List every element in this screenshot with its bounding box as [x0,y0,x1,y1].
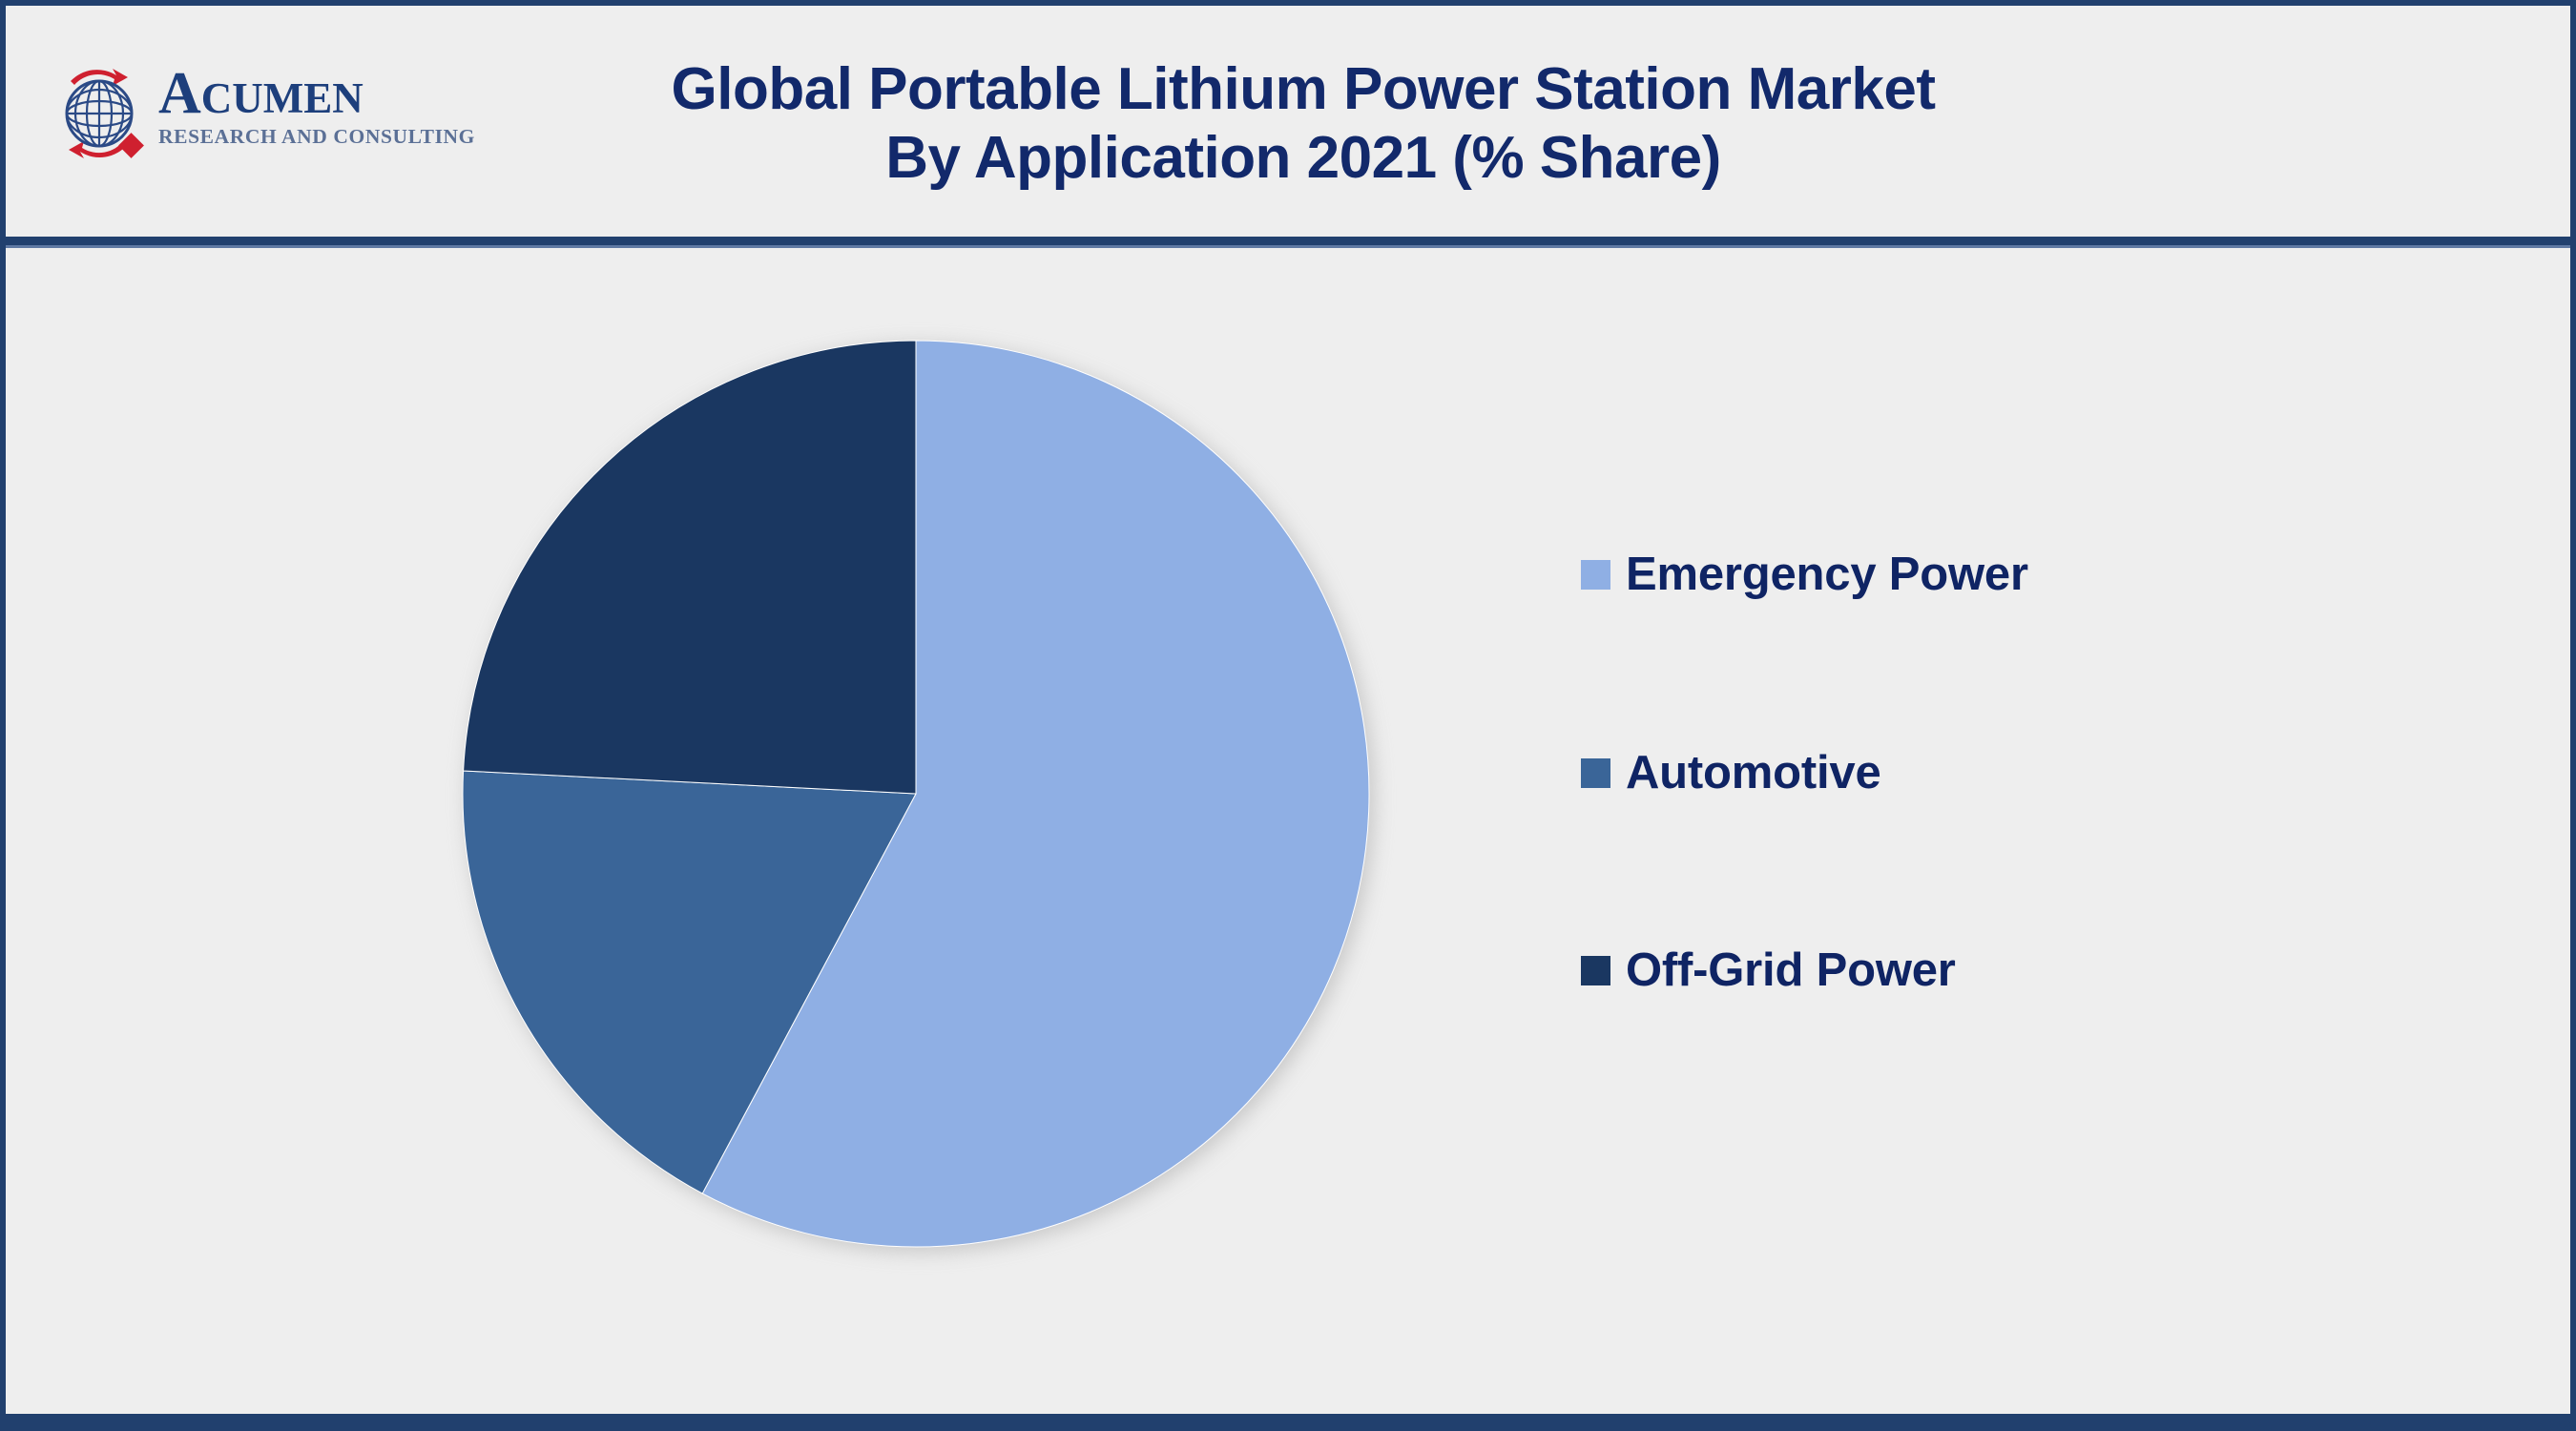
logo-word: ACUMEN [158,64,435,123]
legend-swatch-icon-automotive [1581,758,1610,788]
legend-item-automotive[interactable]: Automotive [1581,750,1881,797]
header-divider [6,237,2570,248]
acumen-wordmark: ACUMEN RESEARCH AND CONSULTING [158,64,475,148]
legend-item-emergency-power[interactable]: Emergency Power [1581,551,2028,598]
header-bar: ACUMEN RESEARCH AND CONSULTING Global Po… [6,6,2570,237]
logo-tagline: RESEARCH AND CONSULTING [158,125,475,148]
legend-swatch-icon-off-grid-power [1581,956,1610,985]
legend-label-emergency-power: Emergency Power [1626,549,2028,600]
pie-slice[interactable] [463,340,917,795]
acumen-logo: ACUMEN RESEARCH AND CONSULTING [46,58,474,177]
page-title-line-1: Global Portable Lithium Power Station Ma… [671,56,1936,122]
pie-slice[interactable] [701,340,1370,1248]
page-title-line-2: By Application 2021 (% Share) [885,124,1721,191]
acumen-globe-logo-icon [46,60,153,167]
legend-label-off-grid-power: Off-Grid Power [1626,944,1956,996]
chart-area: Emergency Power Automotive Off-Grid Powe… [6,248,2570,1414]
pie-slice[interactable] [462,770,917,1194]
page-title: Global Portable Lithium Power Station Ma… [464,55,2143,193]
pie-chart [454,332,1378,1255]
pie-chart-svg [462,340,1370,1248]
logo-word-a: A [158,61,201,126]
chart-legend: Emergency Power Automotive Off-Grid Powe… [1581,248,2440,1297]
legend-swatch-icon-emergency-power [1581,560,1610,590]
legend-item-off-grid-power[interactable]: Off-Grid Power [1581,947,1956,994]
pie-slice-group [462,340,1370,1248]
legend-label-automotive: Automotive [1626,747,1881,798]
logo-word-rest: CUMEN [200,74,364,122]
